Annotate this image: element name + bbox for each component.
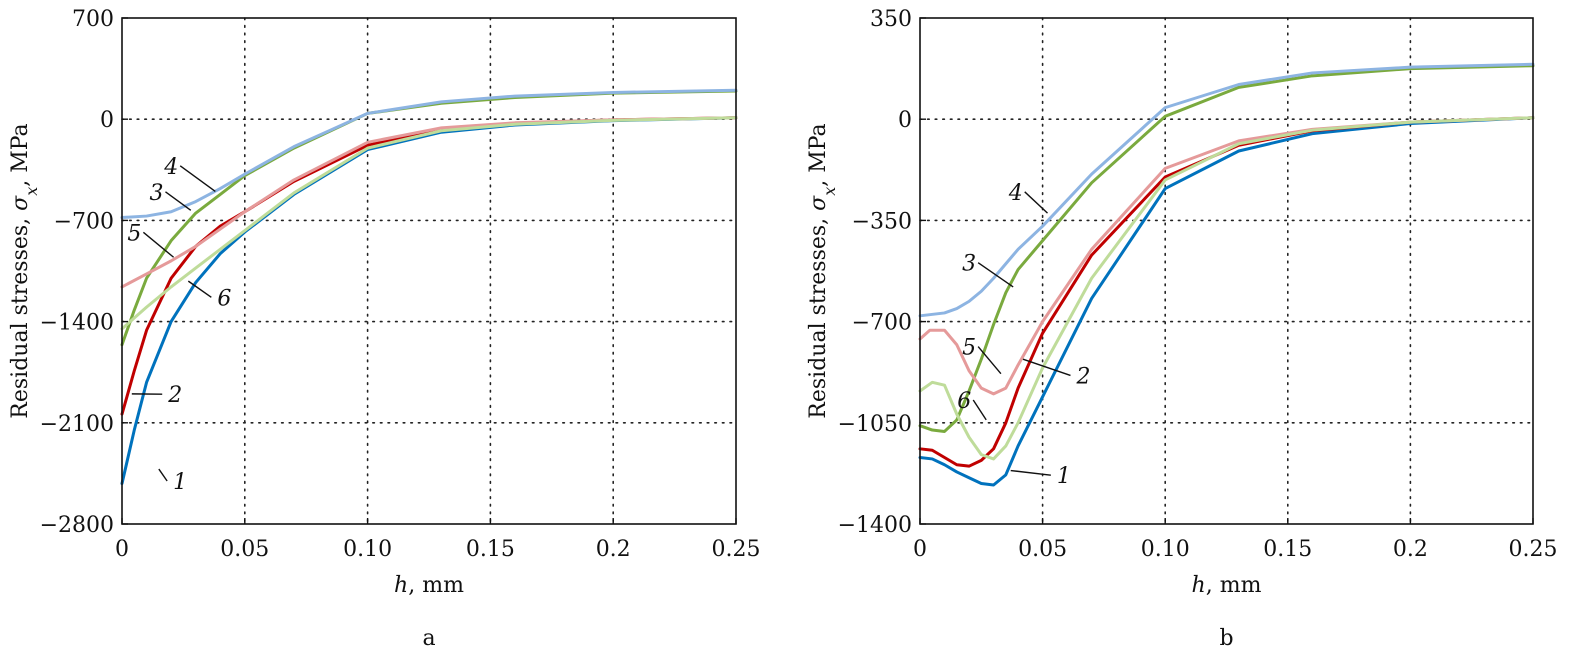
y-axis-subscript: x	[820, 187, 839, 196]
series-leader-line	[187, 280, 212, 298]
series-leader-line	[158, 468, 168, 482]
x-tick-label: 0	[115, 537, 129, 562]
series-label: 5	[127, 221, 141, 246]
y-tick-label: −2100	[40, 412, 114, 437]
plot-frame	[919, 17, 1534, 525]
series-leader-line	[1022, 358, 1071, 377]
series-label: 3	[149, 181, 163, 206]
series-label: 4	[163, 155, 178, 180]
y-tick-label: −700	[852, 311, 912, 336]
series-line-4	[120, 88, 738, 220]
series-leader-line	[179, 165, 216, 193]
series-line-2	[120, 116, 738, 416]
chart-panel-a: 1 2 34 5 6 0 0.05 0.10 0.15 0.2 0.25 −2800 −2100 −140…	[8, 7, 760, 651]
series-leader-line	[1010, 469, 1051, 476]
series-label: 4	[1008, 181, 1023, 206]
y-axis-label: Residual stresses, σx, MPa	[8, 123, 41, 418]
x-tick-label: 0	[913, 537, 927, 562]
series-line-1	[120, 116, 738, 486]
y-tick-label: 350	[870, 7, 912, 32]
x-tick-label: 0.10	[343, 537, 392, 562]
y-axis-variable: σ	[8, 195, 33, 211]
series-label: 2	[167, 383, 182, 408]
panel-label: b	[1219, 626, 1233, 651]
y-axis-text: Residual stresses,	[806, 211, 831, 419]
x-tick-label: 0.2	[596, 537, 631, 562]
series-leader-line	[977, 262, 1014, 288]
series-label: 5	[962, 336, 976, 361]
y-tick-label: 700	[72, 7, 114, 32]
series-label: 6	[217, 286, 231, 311]
x-tick-label: 0.10	[1141, 537, 1190, 562]
series-line-3	[918, 64, 1535, 433]
y-tick-label: −350	[852, 209, 912, 234]
x-axis-label: h, mm	[394, 573, 464, 598]
x-axis-variable: h	[394, 573, 408, 598]
series-line-4	[918, 62, 1535, 318]
x-axis-label: h, mm	[1192, 573, 1262, 598]
y-tick-label: −2800	[40, 513, 114, 538]
x-axis-unit: , mm	[408, 573, 464, 598]
series-label: 6	[957, 389, 971, 414]
plot-frame	[121, 17, 737, 525]
series-leader-line	[1024, 191, 1048, 214]
series-line-2	[918, 116, 1535, 468]
series-line-6	[918, 116, 1535, 461]
x-tick-label: 0.05	[1018, 537, 1067, 562]
x-tick-label: 0.2	[1393, 537, 1428, 562]
y-tick-label: −1050	[838, 412, 912, 437]
y-tick-label: 0	[100, 108, 114, 133]
x-tick-label: 0.25	[1509, 537, 1558, 562]
y-axis-label: Residual stresses, σx, MPa	[806, 123, 839, 418]
x-axis-variable: h	[1192, 573, 1206, 598]
y-axis-variable: σ	[806, 195, 831, 211]
chart-panel-b: 1 2 3 4 5 6 0 0.05 0.10 0.15 0.2 0.25 −1400 −1050 −700…	[806, 7, 1557, 651]
y-axis-unit: , MPa	[806, 123, 831, 186]
series-label: 1	[173, 470, 187, 495]
y-tick-label: −700	[54, 209, 114, 234]
x-tick-label: 0.25	[712, 537, 761, 562]
series-label: 3	[962, 252, 976, 277]
x-axis-unit: , mm	[1206, 573, 1262, 598]
series-label: 1	[1057, 464, 1071, 489]
y-axis-unit: , MPa	[8, 123, 33, 186]
panel-label: a	[422, 626, 435, 651]
y-axis-text: Residual stresses,	[8, 211, 33, 419]
series-leader-line	[142, 231, 175, 258]
series-label: 2	[1075, 364, 1090, 389]
series-line-5	[918, 116, 1535, 396]
series-line-1	[918, 116, 1535, 487]
y-tick-label: 0	[898, 108, 912, 133]
series-leader-line	[977, 346, 1002, 375]
series-leader-line	[972, 399, 987, 421]
y-axis-subscript: x	[22, 187, 41, 196]
y-tick-label: −1400	[838, 513, 912, 538]
y-tick-label: −1400	[40, 311, 114, 336]
x-tick-label: 0.15	[1263, 537, 1312, 562]
series-leader-line	[165, 191, 192, 211]
x-tick-label: 0.15	[466, 537, 515, 562]
x-tick-label: 0.05	[220, 537, 269, 562]
series-line-6	[120, 116, 738, 331]
